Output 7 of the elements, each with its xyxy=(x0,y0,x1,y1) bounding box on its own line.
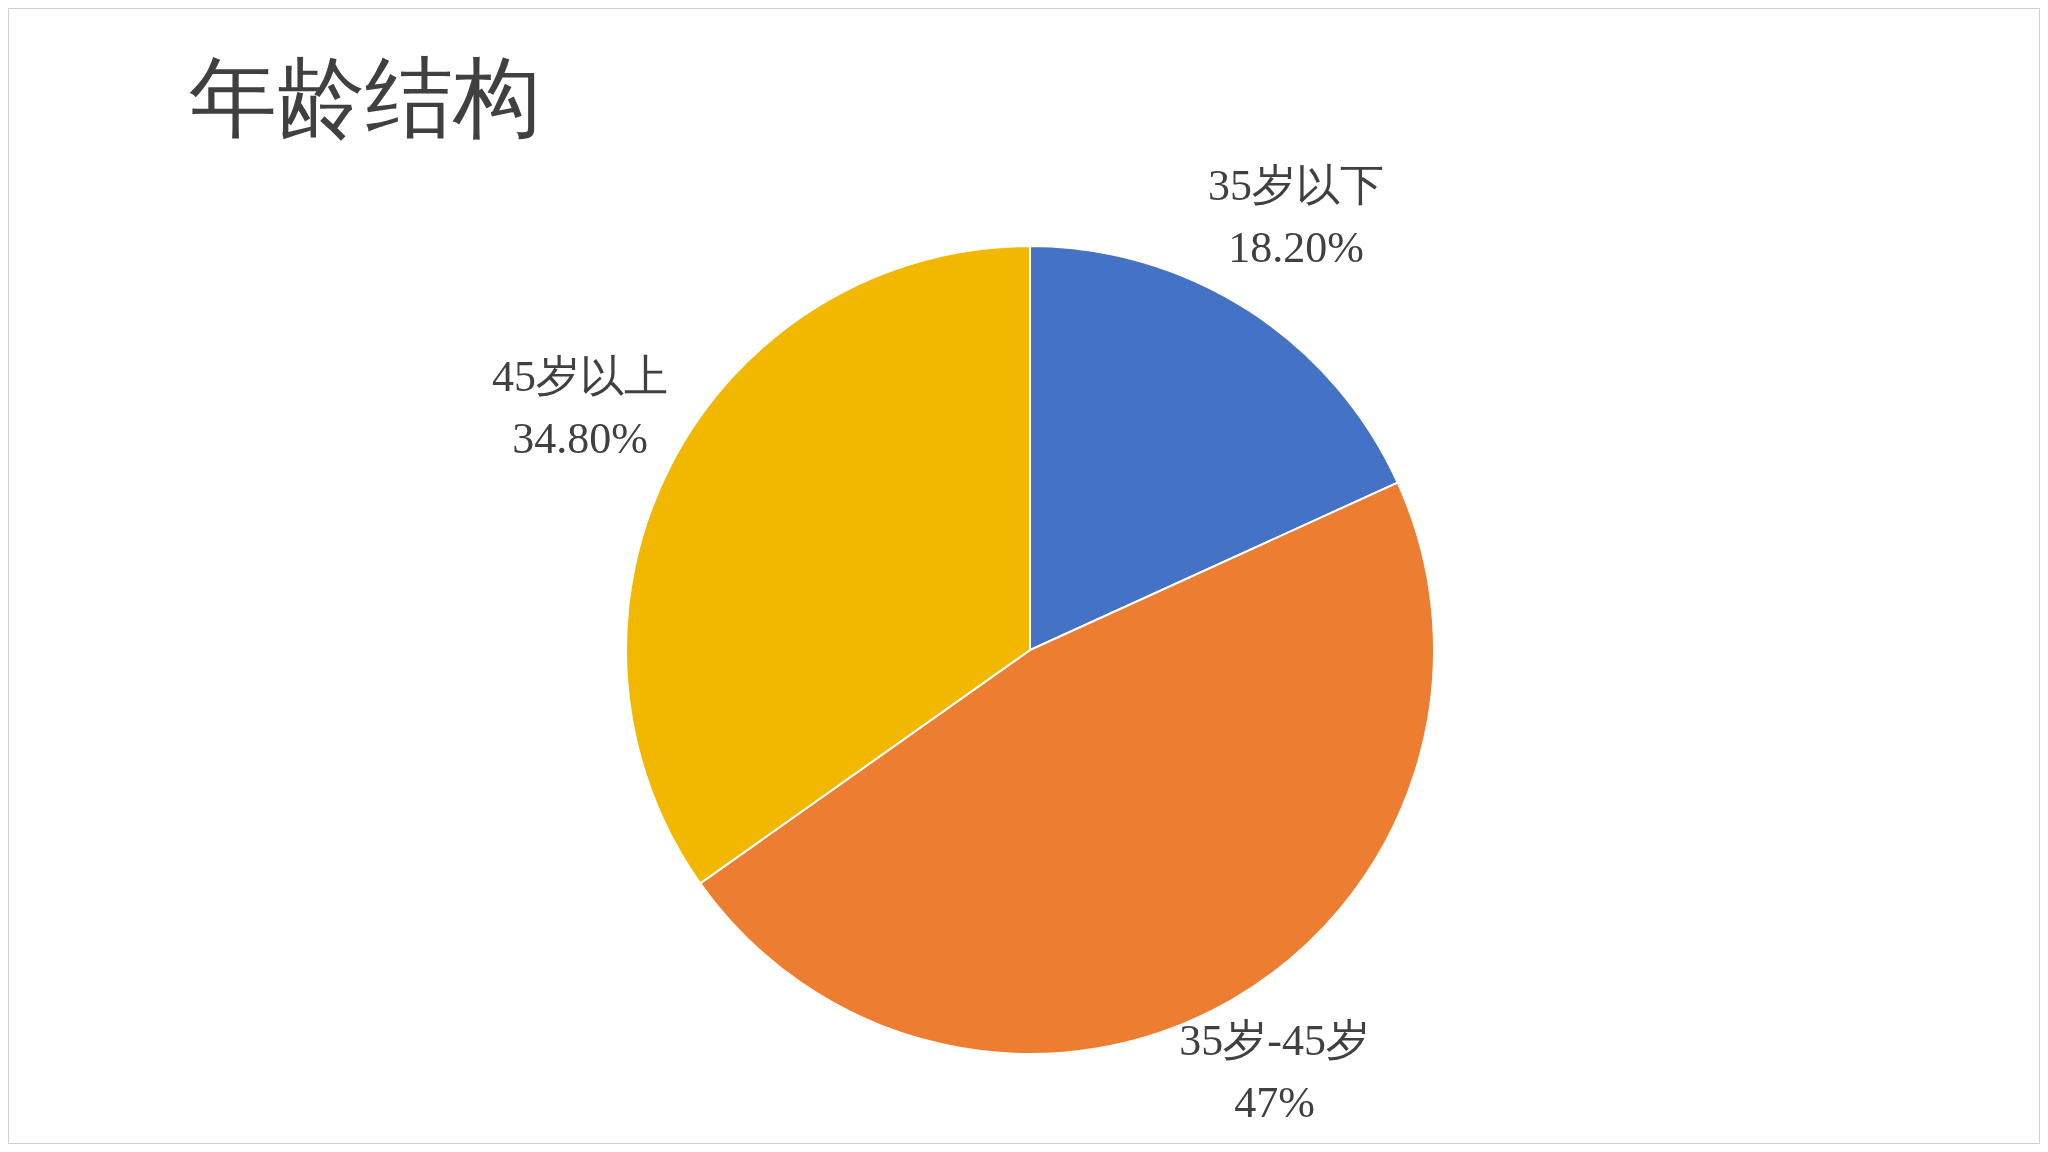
slice-label: 45岁以上 xyxy=(492,351,669,401)
data-label: 34.80% xyxy=(512,413,648,463)
data-label: 47% xyxy=(1234,1078,1315,1128)
data-label: 18.20% xyxy=(1228,222,1364,272)
slice-label: 35岁以下 xyxy=(1208,160,1385,210)
slice-label: 35岁-45岁 xyxy=(1179,1016,1370,1066)
chart-title: 年龄结构 xyxy=(189,45,541,151)
